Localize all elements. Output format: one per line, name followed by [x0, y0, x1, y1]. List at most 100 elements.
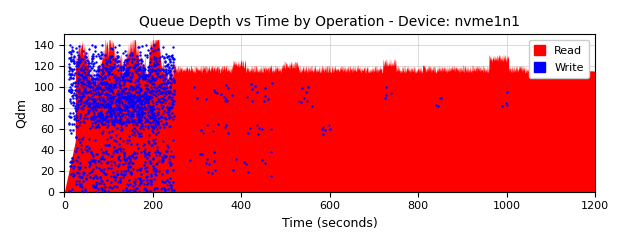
Point [130, 179, 140, 183]
Point [127, 119, 137, 123]
Point [254, 126, 264, 130]
Point [161, 92, 171, 96]
Point [124, 154, 134, 158]
Point [65, 97, 75, 101]
Point [88, 80, 98, 84]
Point [134, 94, 144, 98]
Point [113, 112, 123, 116]
Point [124, 110, 134, 114]
Point [125, 93, 135, 97]
Point [72, 102, 82, 106]
Point [103, 152, 113, 156]
Point [139, 66, 149, 70]
Point [122, 59, 132, 63]
Point [147, 128, 157, 132]
Point [108, 83, 118, 86]
Point [213, 122, 223, 126]
Point [86, 149, 96, 153]
Point [116, 99, 126, 103]
Point [89, 175, 99, 179]
Point [67, 45, 77, 49]
Point [147, 120, 157, 124]
Point [79, 70, 89, 74]
Point [145, 109, 155, 113]
Point [155, 90, 165, 94]
Point [125, 157, 135, 161]
Point [72, 62, 82, 66]
Point [117, 114, 127, 118]
Point [118, 68, 128, 72]
Point [84, 137, 94, 141]
Point [134, 108, 144, 112]
Point [158, 180, 168, 184]
Point [80, 65, 90, 69]
Point [134, 85, 144, 89]
Point [120, 58, 130, 62]
Point [120, 95, 130, 99]
Point [108, 57, 118, 61]
Point [124, 87, 134, 91]
Point [157, 104, 167, 108]
Point [92, 73, 102, 77]
X-axis label: Time (seconds): Time (seconds) [282, 217, 378, 230]
Point [110, 58, 120, 61]
Point [97, 179, 107, 183]
Point [122, 66, 132, 70]
Point [115, 136, 125, 140]
Point [84, 83, 94, 87]
Point [69, 55, 79, 59]
Point [123, 97, 133, 101]
Point [155, 85, 165, 89]
Point [99, 80, 109, 84]
Point [100, 83, 110, 87]
Point [223, 86, 233, 90]
Point [107, 99, 117, 103]
Point [84, 160, 94, 164]
Point [107, 112, 117, 116]
Point [133, 146, 143, 150]
Point [136, 180, 146, 184]
Point [142, 83, 152, 86]
Point [120, 87, 130, 91]
Point [209, 159, 219, 163]
Point [74, 44, 84, 48]
Point [75, 161, 85, 165]
Point [116, 92, 126, 96]
Point [155, 87, 165, 91]
Point [67, 156, 77, 160]
Point [109, 110, 119, 114]
Point [160, 101, 170, 105]
Point [109, 145, 119, 149]
Point [85, 73, 95, 77]
Point [126, 114, 136, 118]
Point [147, 88, 157, 92]
Point [139, 64, 149, 68]
Point [86, 150, 96, 154]
Point [98, 118, 108, 122]
Point [147, 67, 157, 71]
Point [108, 95, 118, 99]
Point [121, 107, 131, 111]
Point [140, 154, 150, 158]
Point [165, 124, 175, 128]
Point [113, 54, 123, 58]
Point [108, 119, 118, 123]
Point [136, 115, 146, 119]
Point [71, 88, 81, 92]
Point [84, 79, 94, 83]
Point [160, 188, 170, 192]
Point [78, 180, 88, 184]
Point [115, 66, 125, 70]
Point [93, 112, 103, 116]
Point [140, 75, 150, 79]
Point [140, 105, 150, 109]
Point [121, 74, 131, 78]
Point [114, 113, 124, 117]
Point [67, 72, 77, 76]
Point [122, 112, 132, 116]
Point [89, 185, 99, 189]
Point [147, 105, 157, 109]
Point [91, 91, 101, 95]
Point [100, 85, 110, 89]
Point [123, 109, 133, 112]
